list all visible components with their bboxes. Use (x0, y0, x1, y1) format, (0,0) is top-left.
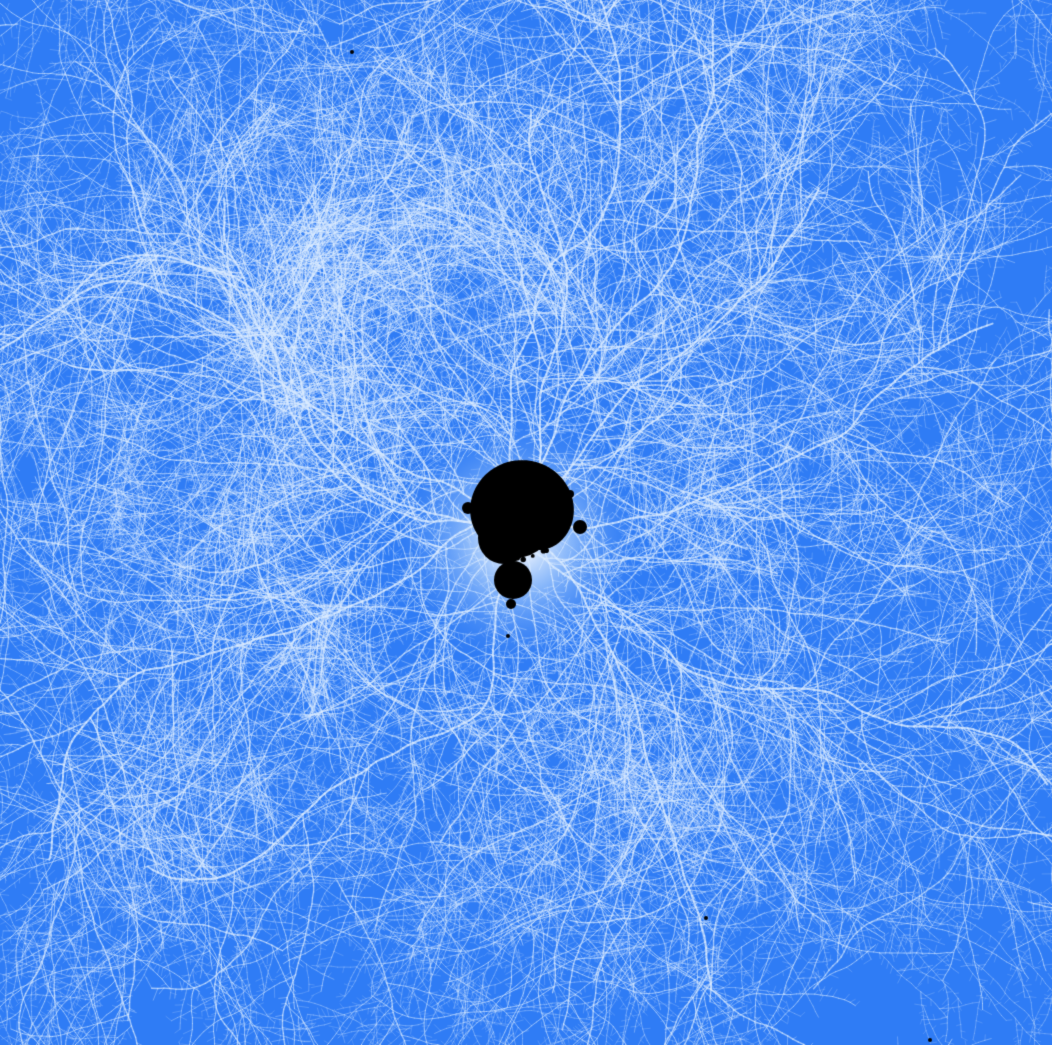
fractal-image (0, 0, 1052, 1045)
mandelbrot-render (0, 0, 1052, 1045)
